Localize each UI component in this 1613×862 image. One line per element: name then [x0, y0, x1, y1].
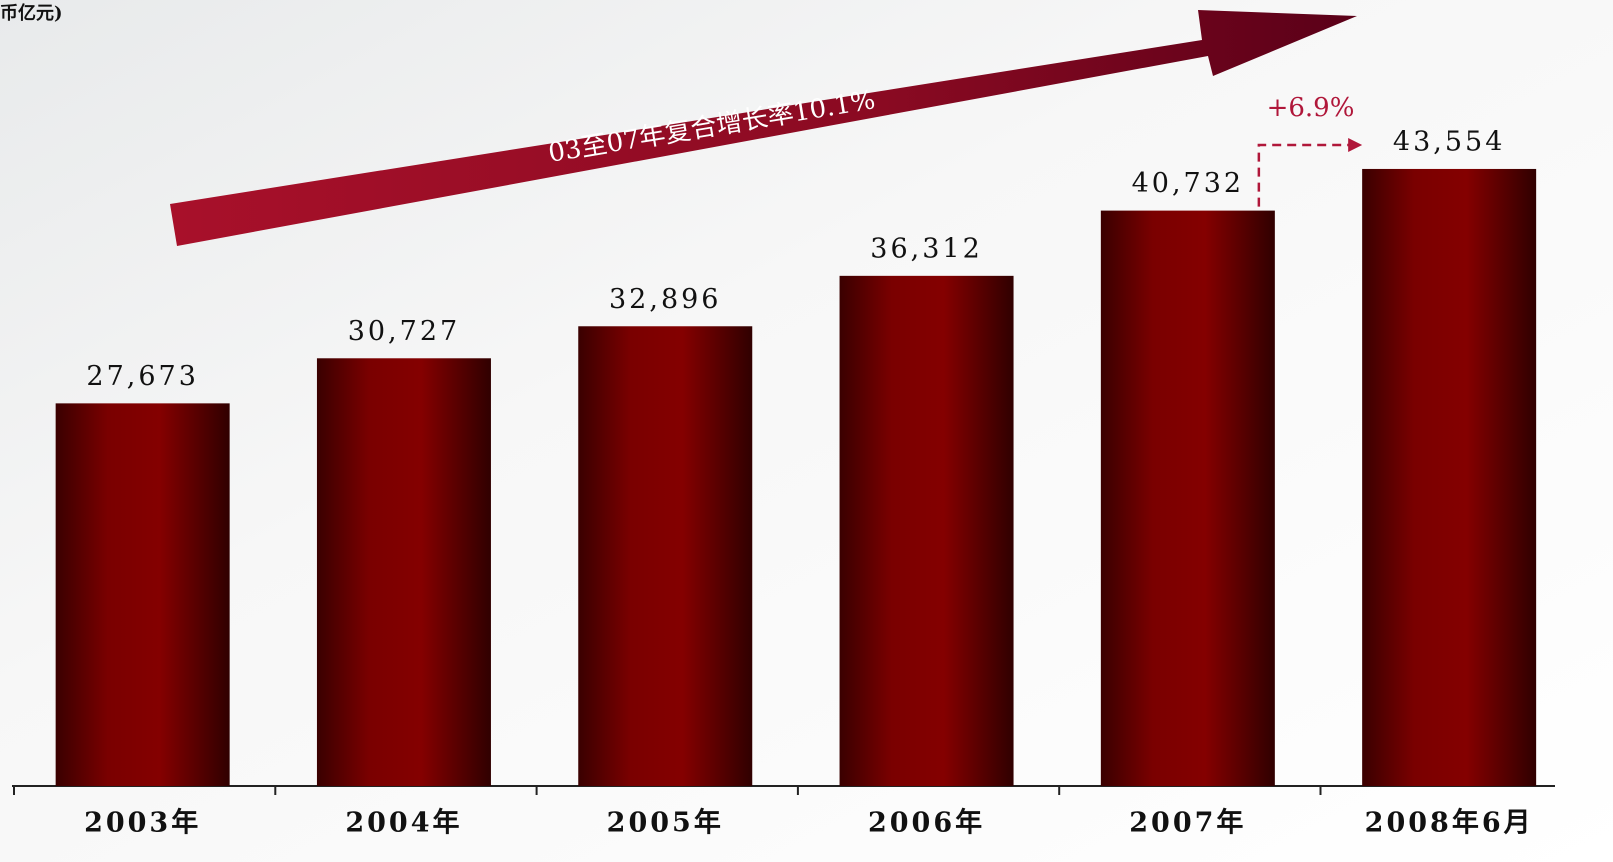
value-label: 27,673 [86, 361, 198, 392]
bar [316, 358, 491, 786]
x-tick-label: 2003年 [84, 807, 201, 839]
bar [578, 326, 753, 786]
x-tick-label: 2008年6月 [1365, 807, 1534, 839]
value-label: 30,727 [348, 316, 460, 347]
increase-arrowhead [1348, 137, 1363, 152]
x-tick-label: 2005年 [607, 807, 724, 839]
bar [55, 403, 230, 786]
value-label: 40,732 [1132, 168, 1244, 199]
value-label: 32,896 [609, 284, 721, 315]
bar [1362, 168, 1537, 786]
growth-arrow [170, 10, 1357, 246]
value-label: 43,554 [1393, 126, 1505, 157]
x-tick-label: 2007年 [1129, 807, 1246, 839]
bar [839, 275, 1014, 786]
increase-label: +6.9% [1267, 93, 1355, 123]
x-tick-label: 2004年 [345, 807, 462, 839]
value-label: 36,312 [870, 233, 982, 264]
unit-label: 币亿元) [0, 2, 63, 24]
increase-arrow [1257, 143, 1351, 207]
x-tick-label: 2006年 [868, 807, 985, 839]
bar [1100, 210, 1275, 787]
